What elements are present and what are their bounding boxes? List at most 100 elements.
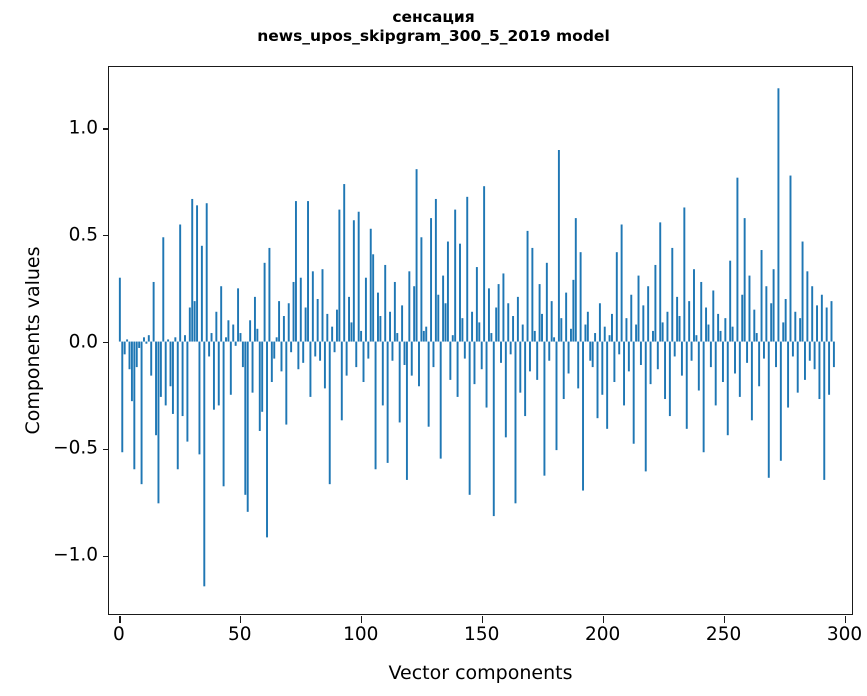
bar [808,341,811,361]
bar [818,341,821,400]
bar [234,341,237,346]
bar [545,262,548,342]
bar [618,341,621,355]
bar [130,341,133,402]
bar [331,326,334,342]
bar [796,341,799,393]
bar [198,341,201,455]
bar [533,330,536,342]
bar [389,311,392,342]
bar [823,341,826,480]
y-tick-mark [102,128,109,130]
bar [791,341,794,357]
bar [196,205,199,342]
bar [379,316,382,342]
bar [210,333,213,342]
bar [702,341,705,453]
bar [463,341,466,359]
bar [396,333,399,342]
bar [741,294,744,342]
bar [345,341,348,376]
bar [775,341,777,368]
bar [594,333,597,342]
bar [251,341,254,393]
x-tick-mark [723,616,726,623]
x-axis-label: Vector components [388,662,573,684]
bar [589,341,592,361]
bar [806,271,809,342]
bar [811,286,814,342]
bar [268,247,271,342]
bar [562,341,565,400]
x-tick-mark [844,616,847,623]
bar [350,322,353,342]
bar-series-canvas [118,88,835,587]
bar [171,341,174,414]
bar [784,298,787,342]
bar [444,303,447,342]
bar [654,264,657,342]
bar [729,260,732,342]
y-tick-label: 1.0 [68,117,98,139]
bar [162,237,165,342]
bar [528,341,531,372]
bar [536,341,539,380]
bar [625,318,628,342]
bar [133,341,136,470]
bar [487,288,490,342]
bar [188,307,191,342]
bar [451,335,454,342]
bar [526,230,529,342]
bar [664,341,667,400]
bar [338,209,341,342]
bar [355,341,358,368]
bar [241,341,244,368]
bar [176,341,179,470]
bar [524,341,527,417]
bar [292,281,295,342]
bar [803,341,806,380]
bar [693,269,695,342]
bar [642,305,645,342]
y-tick-mark [102,448,109,451]
bar [456,341,459,397]
y-tick-label: −1.0 [53,544,98,566]
bar [222,341,225,487]
bar [825,307,828,342]
bar [145,341,148,344]
bar [504,341,507,438]
bar [278,301,281,342]
bar [813,341,816,370]
title-main-line: сенсация [392,8,475,26]
bar [801,241,804,342]
bar [502,273,505,342]
bar [191,198,194,342]
y-tick-label: −0.5 [53,437,98,459]
bar [705,307,708,342]
bar [746,341,749,363]
bar [521,324,524,342]
bar [608,335,611,342]
bar [237,288,240,342]
bar [420,237,423,342]
bar [620,224,623,342]
bar [343,184,346,342]
bar [468,341,471,495]
bar [569,328,572,342]
bar [637,275,640,342]
bar [367,341,370,359]
bar [239,333,242,342]
bar [721,341,724,383]
bar [138,341,141,348]
bar [678,316,681,342]
bar [316,298,319,342]
bar [294,201,297,342]
bar [280,341,283,372]
bar [340,341,343,421]
bar [266,341,268,538]
bar [762,341,765,359]
y-tick-label: 0.5 [68,224,98,246]
bar [121,341,124,453]
bar [777,88,780,342]
